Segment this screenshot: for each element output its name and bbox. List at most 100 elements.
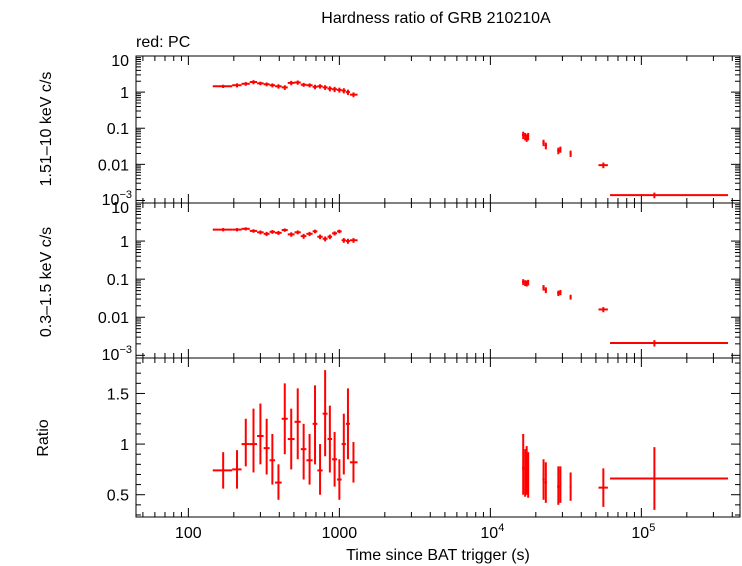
- data-point: [349, 442, 358, 483]
- data-point: [542, 139, 545, 147]
- data-point: [294, 230, 301, 235]
- data-point: [332, 231, 338, 236]
- data-point: [287, 232, 295, 237]
- data-point: [322, 85, 328, 90]
- data-point: [569, 150, 572, 157]
- data-point: [232, 228, 242, 232]
- data-point: [327, 405, 333, 473]
- data-point: [249, 408, 258, 473]
- data-point: [317, 234, 323, 240]
- data-point: [524, 280, 527, 287]
- data-point: [349, 92, 358, 98]
- data-point: [241, 418, 250, 467]
- y-tick-label: 0.01: [98, 310, 129, 327]
- data-point: [212, 84, 233, 88]
- data-point: [249, 80, 258, 85]
- data-point: [306, 231, 313, 237]
- data-point: [232, 83, 242, 88]
- ratio-panel-ticks: 1.5 1 0.5: [107, 358, 740, 517]
- data-point: [544, 462, 547, 503]
- data-point: [306, 83, 313, 88]
- data-point: [317, 444, 323, 495]
- y-tick-label: 0.01: [98, 157, 129, 174]
- y-tick-label: 10−3: [102, 189, 132, 209]
- data-point: [524, 132, 527, 141]
- soft-panel-frame: [135, 202, 741, 359]
- hard-panel-frame: [135, 55, 741, 204]
- data-point: [241, 227, 250, 231]
- hard-panel-ticks: 10 1 0.1 0.01 10−3: [98, 53, 740, 209]
- x-tick-label: 105: [631, 522, 655, 542]
- data-point: [312, 84, 318, 90]
- data-point: [300, 82, 307, 87]
- data-point: [557, 466, 560, 505]
- data-point: [557, 290, 560, 297]
- data-point: [300, 423, 307, 480]
- y-tick-label: 1: [120, 437, 129, 454]
- data-point: [610, 447, 729, 510]
- data-point: [294, 388, 301, 460]
- data-point: [287, 408, 295, 470]
- data-point: [332, 431, 338, 487]
- soft-panel-ylabel: 0.3–1.5 keV c/s: [38, 227, 55, 337]
- data-point: [327, 86, 333, 92]
- hard-panel: 10 1 0.1 0.01 10−3 1.51–10 keV c/s: [38, 53, 741, 209]
- data-point: [610, 340, 729, 347]
- data-point: [349, 238, 358, 243]
- data-point: [257, 81, 264, 86]
- data-point: [522, 131, 525, 140]
- hard-panel-ylabel: 1.51–10 keV c/s: [38, 72, 55, 187]
- soft-panel-points: [212, 227, 729, 347]
- y-tick-label: 0.5: [107, 488, 129, 505]
- data-point: [269, 83, 276, 88]
- y-tick-label: 1.5: [107, 386, 129, 403]
- data-point: [312, 385, 318, 465]
- data-point: [559, 146, 562, 153]
- data-point: [557, 147, 560, 155]
- data-point: [598, 307, 608, 313]
- data-point: [212, 228, 233, 232]
- y-tick-label: 10: [111, 200, 129, 217]
- data-point: [522, 433, 525, 495]
- y-tick-label: 0.1: [107, 272, 129, 289]
- data-point: [341, 413, 346, 475]
- data-point: [569, 294, 572, 300]
- data-point: [542, 285, 545, 291]
- data-point: [337, 87, 342, 93]
- data-point: [249, 229, 258, 233]
- data-point: [287, 80, 295, 86]
- data-point: [341, 238, 346, 243]
- x-tick-label: 100: [175, 525, 202, 542]
- data-point: [345, 238, 350, 244]
- y-tick-label: 0.1: [107, 121, 129, 138]
- data-point: [569, 472, 572, 501]
- y-tick-label: 10: [111, 53, 129, 70]
- x-axis-tick-labels: 100 1000 104 105: [175, 522, 655, 542]
- data-point: [598, 162, 608, 169]
- data-point: [527, 279, 530, 286]
- data-point: [263, 418, 270, 475]
- data-point: [559, 466, 562, 503]
- y-tick-label: 1: [120, 234, 129, 251]
- data-point: [522, 279, 525, 286]
- data-point: [332, 86, 338, 93]
- soft-panel: 10 1 0.1 0.01 10−3 0.3–1.5 keV c/s: [38, 200, 741, 364]
- data-point: [281, 85, 288, 90]
- data-point: [275, 230, 282, 235]
- data-point: [312, 229, 318, 234]
- data-point: [322, 370, 328, 457]
- x-tick-label: 1000: [322, 525, 358, 542]
- y-tick-label: 10−3: [102, 344, 132, 364]
- data-point: [281, 228, 288, 232]
- data-point: [263, 231, 270, 237]
- data-point: [241, 82, 250, 86]
- data-point: [527, 132, 530, 141]
- data-point: [542, 459, 545, 500]
- data-point: [212, 452, 233, 489]
- ratio-panel-ylabel: Ratio: [35, 419, 52, 456]
- data-point: [345, 388, 350, 460]
- data-point: [345, 89, 350, 96]
- data-point: [598, 468, 608, 507]
- data-point: [281, 383, 288, 455]
